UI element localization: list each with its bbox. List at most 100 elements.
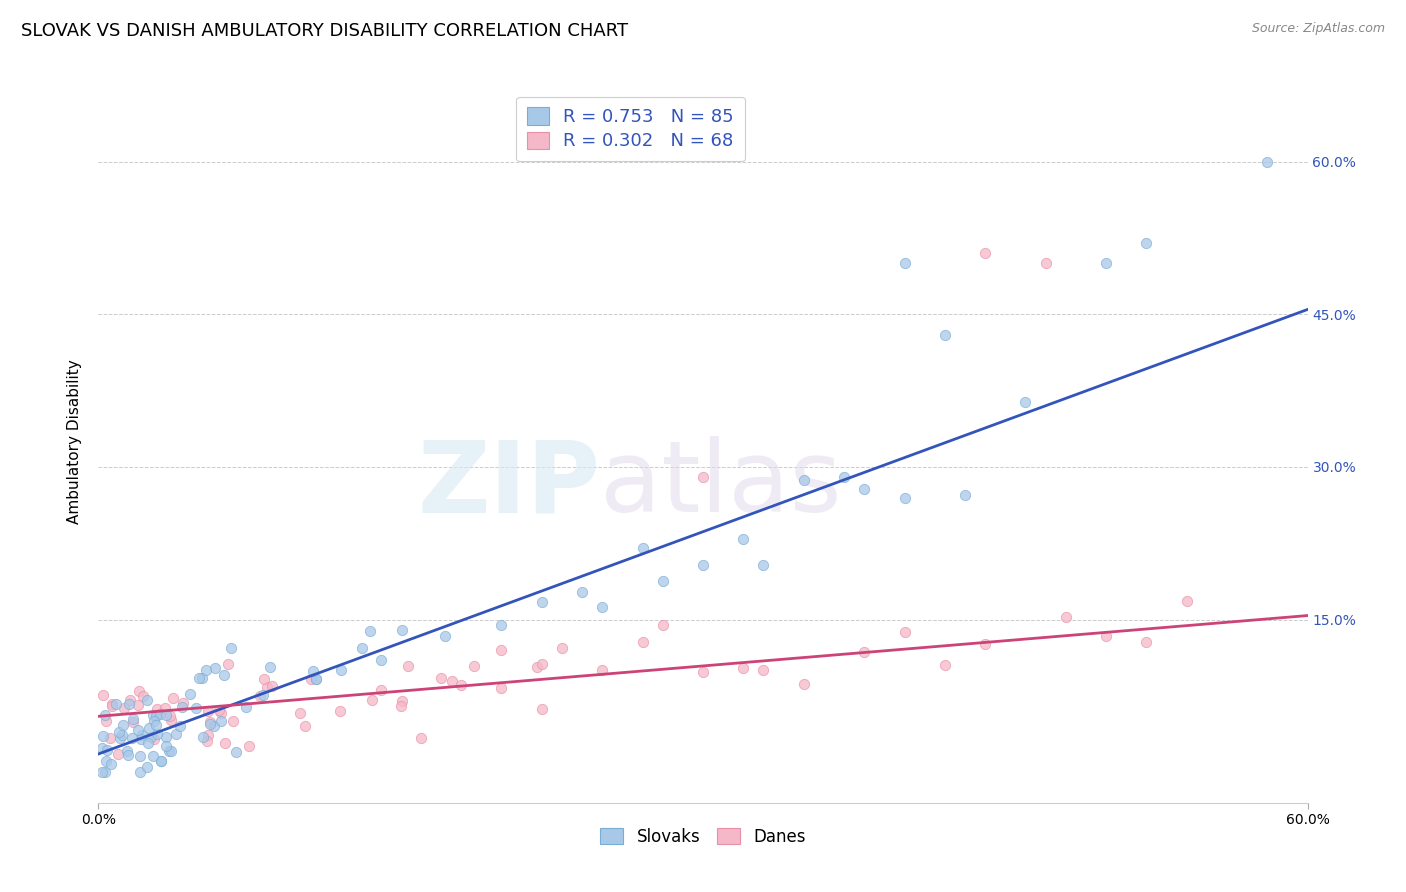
Point	[391, 694, 413, 708]
Point	[209, 706, 232, 721]
Point	[1014, 394, 1036, 409]
Point	[692, 665, 714, 679]
Point	[491, 643, 513, 657]
Point	[115, 744, 138, 758]
Point	[146, 727, 169, 741]
Point	[118, 698, 141, 712]
Point	[143, 731, 166, 746]
Point	[491, 681, 513, 695]
Point	[530, 702, 553, 716]
Point	[101, 697, 124, 711]
Point	[389, 699, 412, 714]
Point	[145, 702, 167, 716]
Point	[195, 734, 218, 748]
Point	[953, 488, 976, 502]
Point	[160, 713, 183, 727]
Point	[155, 707, 177, 722]
Point	[526, 660, 548, 674]
Point	[111, 718, 134, 732]
Point	[651, 618, 673, 632]
Point	[108, 731, 131, 745]
Point	[733, 661, 755, 675]
Point	[934, 657, 956, 672]
Text: SLOVAK VS DANISH AMBULATORY DISABILITY CORRELATION CHART: SLOVAK VS DANISH AMBULATORY DISABILITY C…	[21, 22, 628, 40]
Point	[631, 541, 654, 555]
Point	[204, 661, 226, 675]
Point	[150, 754, 173, 768]
Point	[305, 672, 328, 686]
Point	[360, 693, 382, 707]
Point	[143, 714, 166, 728]
Point	[370, 683, 392, 698]
Point	[135, 693, 157, 707]
Point	[138, 721, 160, 735]
Point	[93, 729, 115, 743]
Point	[651, 574, 673, 588]
Point	[974, 637, 997, 651]
Text: ZIP: ZIP	[418, 436, 600, 533]
Point	[238, 739, 260, 753]
Point	[302, 664, 325, 678]
Point	[214, 736, 236, 750]
Point	[159, 744, 181, 758]
Point	[111, 728, 134, 742]
Point	[142, 708, 165, 723]
Point	[1175, 594, 1198, 608]
Text: atlas: atlas	[600, 436, 842, 533]
Point	[222, 714, 245, 729]
Point	[155, 700, 177, 714]
Point	[832, 470, 855, 484]
Point	[299, 672, 322, 686]
Point	[142, 748, 165, 763]
Point	[631, 635, 654, 649]
Point	[853, 482, 876, 496]
Point	[450, 678, 472, 692]
Point	[132, 689, 155, 703]
Point	[752, 558, 775, 573]
Point	[214, 667, 236, 681]
Point	[440, 674, 463, 689]
Point	[157, 744, 180, 758]
Point	[139, 731, 162, 745]
Point	[91, 740, 114, 755]
Point	[219, 640, 242, 655]
Y-axis label: Ambulatory Disability: Ambulatory Disability	[67, 359, 83, 524]
Point	[208, 703, 231, 717]
Point	[136, 760, 159, 774]
Point	[197, 704, 219, 718]
Point	[793, 473, 815, 487]
Point	[94, 754, 117, 768]
Point	[121, 715, 143, 730]
Point	[170, 699, 193, 714]
Point	[350, 640, 373, 655]
Point	[235, 699, 257, 714]
Point	[974, 246, 997, 260]
Point	[252, 688, 274, 702]
Point	[1135, 635, 1157, 649]
Point	[172, 696, 194, 710]
Point	[1054, 610, 1077, 624]
Point	[136, 736, 159, 750]
Point	[191, 730, 214, 744]
Point	[260, 679, 283, 693]
Point	[159, 709, 181, 723]
Point	[190, 671, 212, 685]
Point	[733, 532, 755, 546]
Point	[853, 645, 876, 659]
Point	[145, 709, 167, 723]
Legend: Slovaks, Danes: Slovaks, Danes	[593, 821, 813, 852]
Point	[249, 689, 271, 703]
Point	[91, 765, 114, 780]
Point	[107, 747, 129, 761]
Point	[150, 754, 173, 768]
Point	[94, 714, 117, 728]
Point	[551, 640, 574, 655]
Point	[127, 698, 149, 713]
Point	[256, 681, 278, 695]
Point	[108, 725, 131, 739]
Point	[200, 716, 222, 731]
Point	[752, 663, 775, 677]
Point	[128, 684, 150, 698]
Point	[225, 745, 247, 759]
Point	[591, 663, 613, 677]
